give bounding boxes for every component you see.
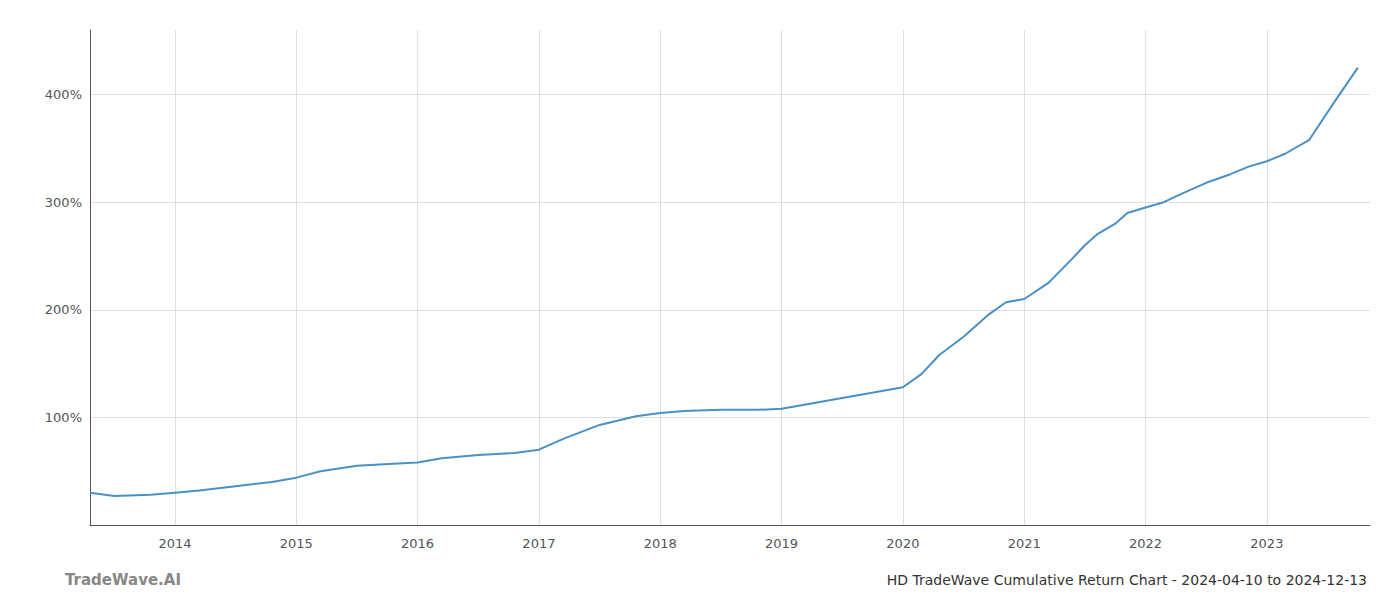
svg-text:200%: 200% xyxy=(45,302,82,317)
svg-text:HD TradeWave Cumulative Return: HD TradeWave Cumulative Return Chart - 2… xyxy=(887,572,1367,588)
svg-text:2019: 2019 xyxy=(765,536,798,551)
svg-text:2022: 2022 xyxy=(1129,536,1162,551)
svg-text:100%: 100% xyxy=(45,410,82,425)
svg-text:300%: 300% xyxy=(45,195,82,210)
svg-text:2014: 2014 xyxy=(158,536,191,551)
svg-text:2021: 2021 xyxy=(1008,536,1041,551)
svg-text:2018: 2018 xyxy=(644,536,677,551)
svg-text:2015: 2015 xyxy=(280,536,313,551)
svg-text:2020: 2020 xyxy=(886,536,919,551)
svg-text:TradeWave.AI: TradeWave.AI xyxy=(65,571,181,589)
svg-text:2023: 2023 xyxy=(1250,536,1283,551)
svg-text:2017: 2017 xyxy=(522,536,555,551)
svg-text:2016: 2016 xyxy=(401,536,434,551)
svg-text:400%: 400% xyxy=(45,87,82,102)
